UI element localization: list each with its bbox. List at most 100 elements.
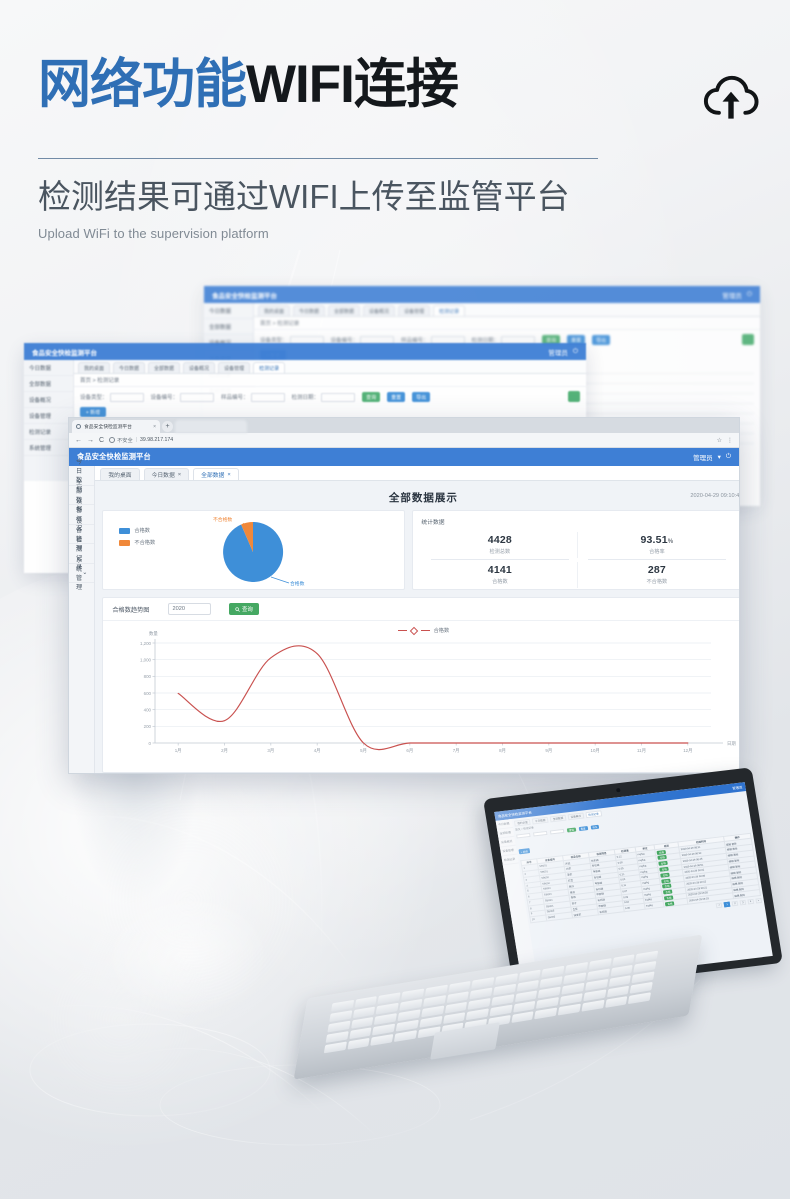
add-button[interactable]: + 新增 xyxy=(80,407,106,417)
laptop-page-button[interactable]: 1 xyxy=(723,901,731,908)
browser-tabbar[interactable]: 食品安全快检监测平台 × + xyxy=(69,418,739,433)
close-icon[interactable]: × xyxy=(227,471,231,478)
search-button[interactable]: 查询 xyxy=(362,392,381,402)
tab-records[interactable]: 检测记录 xyxy=(433,305,466,316)
export-button[interactable]: 导出 xyxy=(412,392,431,402)
laptop-page-button[interactable]: > xyxy=(754,897,763,904)
new-tab-button[interactable]: + xyxy=(162,421,173,432)
laptop-reset-button[interactable]: 重置 xyxy=(578,825,588,832)
tab-records[interactable]: 检测记录 xyxy=(253,362,286,373)
tabstrip[interactable]: 我的桌面 今日数据 × 全部数据 × xyxy=(95,466,739,481)
laptop-search-button[interactable]: 查询 xyxy=(566,826,577,833)
tab-today-data[interactable]: 今日数据 × xyxy=(143,468,190,480)
filter-date[interactable]: 检测日期： xyxy=(292,392,356,402)
reset-button[interactable]: 重置 xyxy=(387,392,406,402)
pie-chart[interactable]: 不合格数 合格数 xyxy=(103,511,406,591)
reload-icon[interactable]: C xyxy=(99,436,105,444)
filter-input[interactable] xyxy=(180,392,215,402)
user-menu[interactable]: 管理员 ⏻ xyxy=(548,347,578,357)
main-browser-window[interactable]: 食品安全快检监测平台 × + ← → C 不安全 | 39.98.217.174… xyxy=(68,417,740,774)
tab-device-overview[interactable]: 设备概况 xyxy=(363,305,396,316)
tab-all-data[interactable]: 全部数据 × xyxy=(193,468,239,480)
sidebar-item-system[interactable]: 系统管理 xyxy=(24,440,73,456)
query-button[interactable]: 查询 xyxy=(228,603,259,615)
tab-desktop[interactable]: 我的桌面 xyxy=(258,305,291,316)
laptop-filter-input[interactable] xyxy=(532,830,548,837)
back-icon[interactable]: ← xyxy=(75,436,82,444)
close-icon[interactable]: × xyxy=(153,423,156,430)
forward-icon[interactable]: → xyxy=(87,436,94,444)
laptop-data-table[interactable]: 序号 设备编号 样品名称 检测项目 检测值 单位 结论 检测时间 操作 1 SB001 芹菜 有机磷 0… xyxy=(520,832,761,923)
sidebar-item-device-overview[interactable]: 设备概况 xyxy=(69,498,95,532)
tab-all[interactable]: 全部数据 xyxy=(148,362,181,373)
user-menu[interactable]: 管理员 ▾ ⏻ xyxy=(693,452,731,462)
sidebar-item-records[interactable]: 检测记录 xyxy=(24,424,73,440)
chevron-down-icon[interactable]: ⌄ xyxy=(82,569,88,577)
sidebar-item-all[interactable]: 全部数据 xyxy=(69,479,95,513)
security-indicator[interactable]: 不安全 xyxy=(109,437,133,444)
sidebar-item-today[interactable]: 今日数据 xyxy=(69,459,95,493)
tabstrip[interactable]: 我的桌面 今日数据 全部数据 设备概况 设备管理 检测记录 xyxy=(254,303,760,317)
sidebar-item-today[interactable]: 今日数据 xyxy=(24,360,73,376)
refresh-icon[interactable] xyxy=(568,391,580,402)
logout-icon[interactable]: ⏻ xyxy=(725,453,731,460)
laptop-page-button[interactable]: 4 xyxy=(747,898,755,905)
legend-item-fail[interactable]: 不合格数 xyxy=(119,539,155,546)
browser-omnibox-bar[interactable]: ← → C 不安全 | 39.98.217.174 ☆ ⋮ xyxy=(69,433,739,448)
laptop-page-button[interactable]: 3 xyxy=(739,899,747,906)
sidebar-item-records[interactable]: 检测记录 xyxy=(69,537,95,571)
sidebar-item-system[interactable]: 系统管理 ⌄ xyxy=(69,557,95,591)
tab-device-manage[interactable]: 设备管理 xyxy=(398,305,431,316)
tab-device-overview[interactable]: 设备概况 xyxy=(183,362,216,373)
laptop-page-button[interactable]: 2 xyxy=(731,900,739,907)
browser-tab-ghost[interactable] xyxy=(175,420,247,433)
browser-menu-icon[interactable]: ⋮ xyxy=(727,437,733,444)
sidebar-item-device-overview[interactable]: 设备概况 xyxy=(24,392,73,408)
sidebar-item-device-manage[interactable]: 设备管理 xyxy=(24,408,73,424)
sidebar[interactable]: 今日数据 全部数据 设备概况 设备管理 检测记录 系统管理 xyxy=(24,360,74,481)
tab-today[interactable]: 今日数据 xyxy=(113,362,146,373)
user-menu[interactable]: 管理员 ⏻ xyxy=(722,290,752,300)
sidebar-item-all[interactable]: 全部数据 xyxy=(24,376,73,392)
line-chart-toolbar[interactable]: 合格数趋势图 2020 查询 xyxy=(103,598,739,621)
laptop-page-button[interactable]: < xyxy=(715,902,723,909)
tab-my-desktop[interactable]: 我的桌面 xyxy=(100,468,140,480)
filter-input[interactable] xyxy=(250,392,285,402)
tab-device-manage[interactable]: 设备管理 xyxy=(218,362,251,373)
address-bar[interactable]: 不安全 | 39.98.217.174 xyxy=(109,437,173,444)
line-chart-legend[interactable]: 合格数 xyxy=(103,626,739,635)
sidebar-item-all[interactable]: 全部数据 xyxy=(204,319,253,335)
tab-desktop[interactable]: 我的桌面 xyxy=(78,362,111,373)
filter-input[interactable] xyxy=(321,392,356,402)
legend-item-pass[interactable]: 合格数 xyxy=(119,527,155,534)
laptop-export-button[interactable]: 导出 xyxy=(590,824,600,830)
laptop-filter-input[interactable] xyxy=(516,832,531,839)
tabstrip[interactable]: 我的桌面 今日数据 全部数据 设备概况 设备管理 检测记录 xyxy=(74,360,586,374)
tab-today[interactable]: 今日数据 xyxy=(293,305,326,316)
laptop-add-button[interactable]: + 新增 xyxy=(518,848,531,855)
pie-legend[interactable]: 合格数 不合格数 xyxy=(119,527,155,551)
omnibox-actions[interactable]: ☆ ⋮ xyxy=(717,437,733,444)
filter-input[interactable] xyxy=(109,392,144,402)
laptop-sidebar-item-records[interactable]: 检测记录 xyxy=(501,854,519,866)
export-button[interactable]: 导出 xyxy=(592,335,611,345)
filter-sample-no[interactable]: 样品编号： xyxy=(221,392,285,402)
laptop-filter-input[interactable] xyxy=(549,828,565,835)
filter-device-no[interactable]: 设备编号： xyxy=(151,392,215,402)
laptop-table-body[interactable]: 1 SB001 芹菜 有机磷 0.12 mg/kg 合格 2020-04-29 08:21 编辑… xyxy=(521,838,761,923)
sidebar-item-today[interactable]: 今日数据 xyxy=(204,303,253,319)
search-button[interactable]: 查询 xyxy=(542,335,561,345)
line-chart-area[interactable]: 合格数 0 200 400 600 800 1,000 1,200 数量 日期 1月 2月 3月 4月 5… xyxy=(103,621,740,771)
refresh-icon[interactable] xyxy=(742,334,754,345)
close-icon[interactable]: × xyxy=(177,471,182,478)
sidebar[interactable]: 今日数据 全部数据 设备概况 设备管理 检测记录 系统管理 ⌄ xyxy=(69,459,96,773)
filter-bar[interactable]: 设备类型： 设备编号： 样品编号： 检测日期： 查询 重置 导出 xyxy=(254,330,760,350)
chevron-down-icon[interactable]: ▾ xyxy=(717,454,721,461)
filter-bar[interactable]: 设备类型： 设备编号： 样品编号： 检测日期： 查询 重置 导出 xyxy=(74,387,586,407)
browser-tab-active[interactable]: 食品安全快检监测平台 × xyxy=(72,420,160,433)
bookmark-star-icon[interactable]: ☆ xyxy=(716,437,722,444)
reset-button[interactable]: 重置 xyxy=(567,335,586,345)
logout-icon[interactable]: ⏻ xyxy=(746,290,752,298)
logout-icon[interactable]: ⏻ xyxy=(572,347,578,355)
